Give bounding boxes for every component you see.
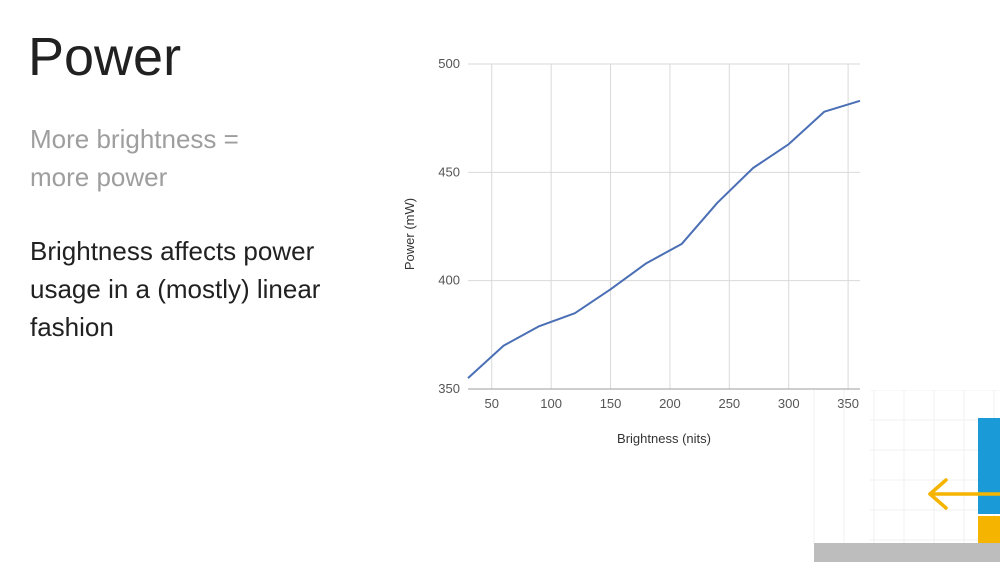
y-tick-label: 400	[438, 273, 460, 288]
chart-grid	[468, 63, 860, 390]
chart-series	[467, 99, 861, 379]
x-tick-label: 250	[718, 396, 740, 411]
subtitle-line: More brightness =	[30, 124, 239, 154]
arrow-left-icon	[928, 478, 1000, 510]
body-text: Brightness affects power usage in a (mos…	[30, 232, 320, 346]
x-tick-label: 150	[600, 396, 622, 411]
body-line: fashion	[30, 312, 114, 342]
decoration-yellow-block	[978, 516, 1000, 544]
x-tick-label: 100	[540, 396, 562, 411]
chart-tick-labels: 350 400 450 500 50 100 150 200 250 300 350	[438, 56, 859, 411]
body-line: usage in a (mostly) linear	[30, 274, 321, 304]
slide-title: Power	[28, 27, 182, 87]
x-tick-label: 50	[485, 396, 499, 411]
x-axis-title: Brightness (nits)	[617, 431, 711, 446]
y-tick-label: 350	[438, 381, 460, 396]
decoration-blue-block	[978, 418, 1000, 514]
x-tick-label: 350	[837, 396, 859, 411]
body-line: Brightness affects power	[30, 236, 315, 266]
decoration-grid	[813, 390, 1000, 543]
y-tick-label: 500	[438, 56, 460, 71]
subtitle: More brightness = more power	[30, 120, 239, 196]
corner-decoration	[813, 390, 1000, 562]
subtitle-line: more power	[30, 162, 168, 192]
y-axis-title: Power (mW)	[402, 198, 417, 270]
y-tick-label: 450	[438, 164, 460, 179]
x-tick-label: 300	[778, 396, 800, 411]
decoration-gray-bar	[814, 543, 1000, 562]
power-vs-brightness-chart: 350 400 450 500 50 100 150 200 250 300 350 Brightn…	[402, 56, 861, 446]
x-tick-label: 200	[659, 396, 681, 411]
power-series-line	[467, 99, 861, 379]
